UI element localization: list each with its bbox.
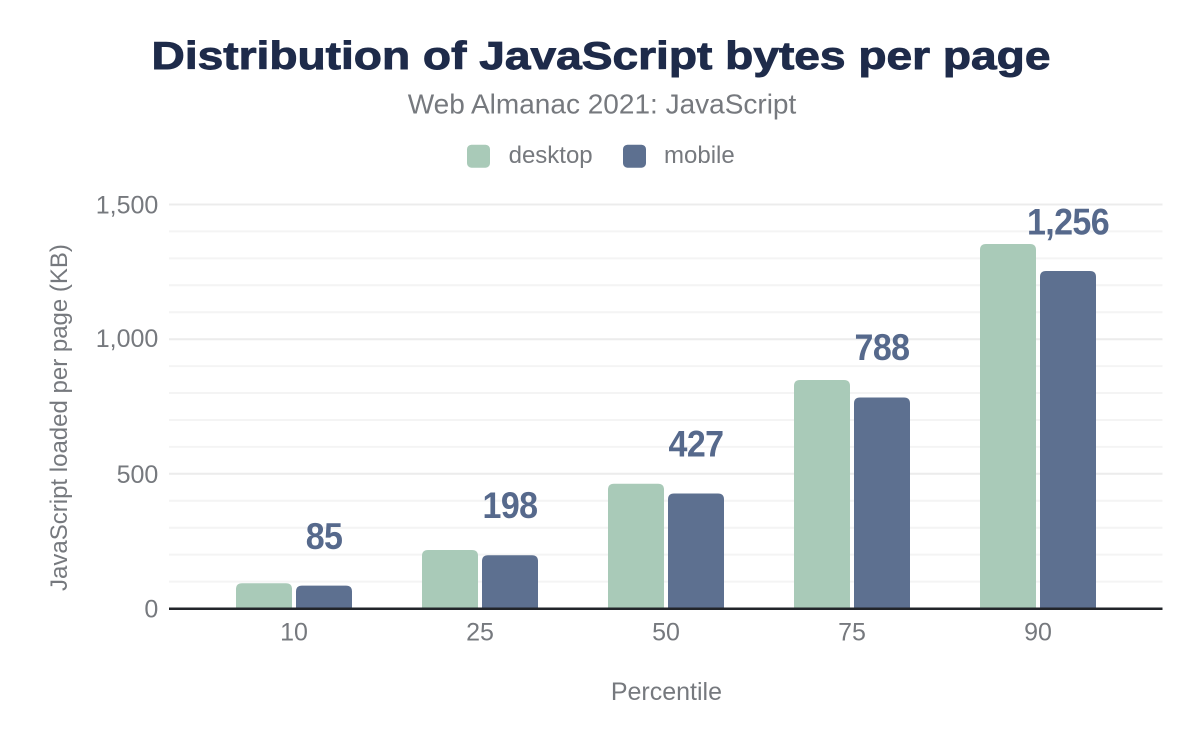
svg-text:Distribution of JavaScript byt: Distribution of JavaScript bytes per pag… xyxy=(152,34,1051,78)
svg-text:198: 198 xyxy=(483,485,538,527)
svg-text:10: 10 xyxy=(280,618,308,646)
svg-text:1,500: 1,500 xyxy=(96,192,159,220)
svg-text:Percentile: Percentile xyxy=(611,678,722,706)
svg-text:90: 90 xyxy=(1024,618,1052,646)
svg-text:JavaScript loaded per page (KB: JavaScript loaded per page (KB) xyxy=(46,244,73,591)
svg-text:85: 85 xyxy=(306,516,343,558)
svg-text:75: 75 xyxy=(838,618,866,646)
svg-text:Web Almanac 2021: JavaScript: Web Almanac 2021: JavaScript xyxy=(408,89,797,120)
svg-text:788: 788 xyxy=(855,327,910,369)
svg-text:0: 0 xyxy=(144,596,158,624)
svg-text:500: 500 xyxy=(117,461,159,489)
svg-text:desktop: desktop xyxy=(509,142,593,169)
svg-text:25: 25 xyxy=(466,618,494,646)
svg-text:427: 427 xyxy=(669,423,724,465)
svg-text:1,256: 1,256 xyxy=(1027,201,1109,243)
svg-text:mobile: mobile xyxy=(664,142,735,169)
svg-text:1,000: 1,000 xyxy=(96,325,159,353)
svg-text:50: 50 xyxy=(652,618,680,646)
